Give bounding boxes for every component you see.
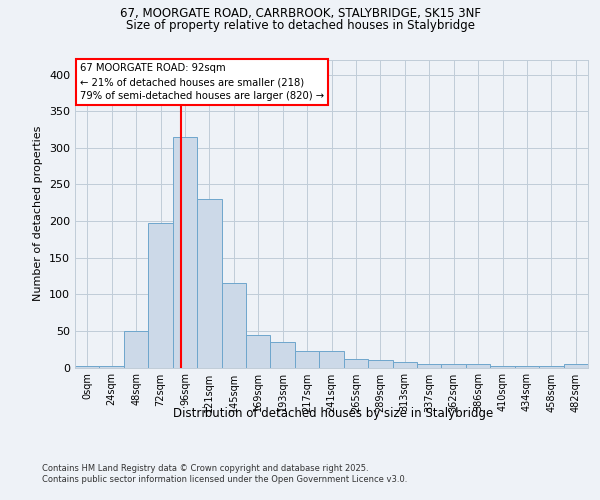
Text: Contains public sector information licensed under the Open Government Licence v3: Contains public sector information licen… <box>42 475 407 484</box>
Text: 67 MOORGATE ROAD: 92sqm
← 21% of detached houses are smaller (218)
79% of semi-d: 67 MOORGATE ROAD: 92sqm ← 21% of detache… <box>80 63 324 101</box>
Bar <box>295 350 319 368</box>
Bar <box>271 342 295 367</box>
Bar <box>148 224 173 368</box>
Text: 67, MOORGATE ROAD, CARRBROOK, STALYBRIDGE, SK15 3NF: 67, MOORGATE ROAD, CARRBROOK, STALYBRIDG… <box>119 8 481 20</box>
Text: Contains HM Land Registry data © Crown copyright and database right 2025.: Contains HM Land Registry data © Crown c… <box>42 464 368 473</box>
Bar <box>75 366 100 368</box>
Bar <box>368 360 392 368</box>
Bar <box>221 284 246 368</box>
Bar <box>490 366 515 368</box>
Bar <box>466 364 490 368</box>
Bar <box>124 331 148 368</box>
Text: Distribution of detached houses by size in Stalybridge: Distribution of detached houses by size … <box>173 408 493 420</box>
Y-axis label: Number of detached properties: Number of detached properties <box>34 126 43 302</box>
Bar <box>539 366 563 368</box>
Text: Size of property relative to detached houses in Stalybridge: Size of property relative to detached ho… <box>125 18 475 32</box>
Bar <box>344 358 368 368</box>
Bar <box>417 364 442 368</box>
Bar <box>246 334 271 368</box>
Bar <box>319 350 344 368</box>
Bar <box>515 366 539 368</box>
Bar <box>563 364 588 368</box>
Bar <box>197 199 221 368</box>
Bar <box>100 366 124 368</box>
Bar <box>392 362 417 368</box>
Bar <box>173 137 197 368</box>
Bar <box>442 364 466 368</box>
